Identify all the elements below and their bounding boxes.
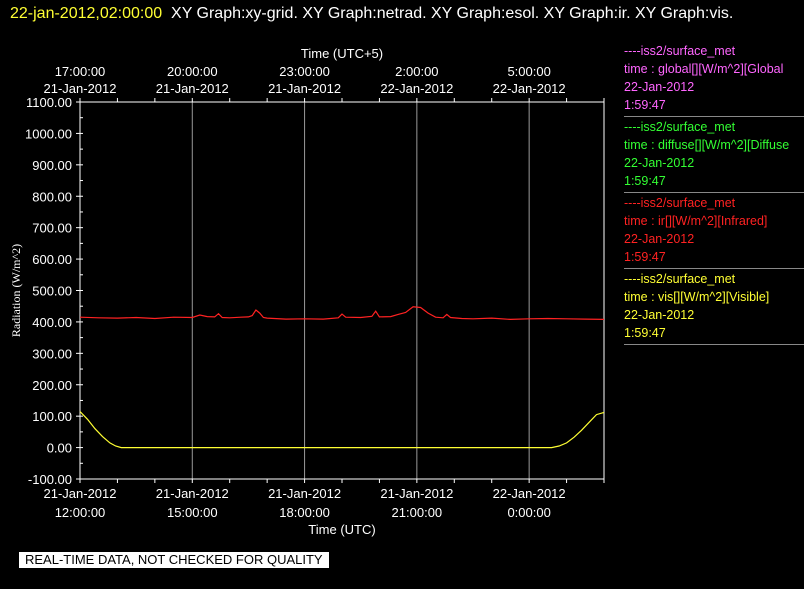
quality-notice: REAL-TIME DATA, NOT CHECKED FOR QUALITY [19, 552, 329, 568]
legend-time: 1:59:47 [624, 250, 666, 264]
y-tick-label: 1100.00 [26, 95, 72, 110]
y-tick-label: 900.00 [32, 158, 72, 173]
x-axis-label: Time (UTC) [308, 522, 375, 537]
legend-time: 1:59:47 [624, 174, 666, 188]
graph-list: XY Graph:xy-grid. XY Graph:netrad. XY Gr… [162, 5, 733, 22]
y-tick-label: 400.00 [32, 315, 72, 330]
y-tick-label: -100.00 [28, 472, 72, 487]
legend-date: 22-Jan-2012 [624, 308, 695, 322]
legend-variable: time : vis[][W/m^2][Visible] [624, 290, 770, 304]
y-tick-label: 600.00 [32, 252, 72, 267]
x-tick-date: 21-Jan-2012 [156, 486, 229, 501]
top-tick-date: 22-Jan-2012 [493, 81, 566, 96]
x-tick-time: 12:00:00 [55, 505, 106, 520]
legend-source: ----iss2/surface_met [624, 44, 736, 58]
y-tick-label: 800.00 [32, 189, 72, 204]
y-tick-label: 1000.00 [25, 126, 72, 141]
x-tick-time: 15:00:00 [167, 505, 218, 520]
x-tick-time: 0:00:00 [507, 505, 550, 520]
plot-frame [79, 101, 605, 480]
series-line [79, 306, 605, 321]
title-bar: 22-jan-2012,02:00:00 XY Graph:xy-grid. X… [10, 3, 800, 25]
legend-date: 22-Jan-2012 [624, 156, 695, 170]
x-tick-time: 18:00:00 [279, 505, 330, 520]
y-axis-label: Radiation (W/m^2) [9, 244, 23, 337]
y-tick-label: 700.00 [32, 221, 72, 236]
y-tick-label: 0.00 [47, 441, 72, 456]
series-line [79, 411, 605, 449]
top-tick-time: 5:00:00 [507, 64, 550, 79]
x-tick-date: 22-Jan-2012 [493, 486, 566, 501]
top-tick-date: 21-Jan-2012 [156, 81, 229, 96]
x-tick-date: 21-Jan-2012 [44, 486, 117, 501]
y-tick-label: 300.00 [32, 346, 72, 361]
legend-source: ----iss2/surface_met [624, 196, 736, 210]
y-tick-label: 200.00 [32, 378, 72, 393]
top-tick-date: 21-Jan-2012 [268, 81, 341, 96]
graph-list-text: XY Graph:xy-grid. XY Graph:netrad. XY Gr… [171, 5, 734, 22]
legend-variable: time : ir[][W/m^2][Infrared] [624, 214, 768, 228]
x-tick-date: 21-Jan-2012 [268, 486, 341, 501]
y-tick-label: 100.00 [32, 409, 72, 424]
x-tick-time: 21:00:00 [392, 505, 443, 520]
legend-source: ----iss2/surface_met [624, 272, 736, 286]
top-axis-label: Time (UTC+5) [301, 46, 383, 61]
legend-variable: time : diffuse[][W/m^2][Diffuse [624, 138, 790, 152]
top-tick-time: 20:00:00 [167, 64, 218, 79]
legend-date: 22-Jan-2012 [624, 80, 695, 94]
legend-variable: time : global[][W/m^2][Global [624, 62, 784, 76]
legend-time: 1:59:47 [624, 98, 666, 112]
top-tick-time: 23:00:00 [279, 64, 330, 79]
x-tick-date: 21-Jan-2012 [380, 486, 453, 501]
current-timestamp: 22-jan-2012,02:00:00 [10, 5, 163, 22]
top-tick-date: 22-Jan-2012 [380, 81, 453, 96]
y-tick-label: 500.00 [32, 284, 72, 299]
top-tick-time: 2:00:00 [395, 64, 438, 79]
top-tick-date: 21-Jan-2012 [44, 81, 117, 96]
legend-source: ----iss2/surface_met [624, 120, 736, 134]
legend-time: 1:59:47 [624, 326, 666, 340]
legend-date: 22-Jan-2012 [624, 232, 695, 246]
top-tick-time: 17:00:00 [55, 64, 106, 79]
